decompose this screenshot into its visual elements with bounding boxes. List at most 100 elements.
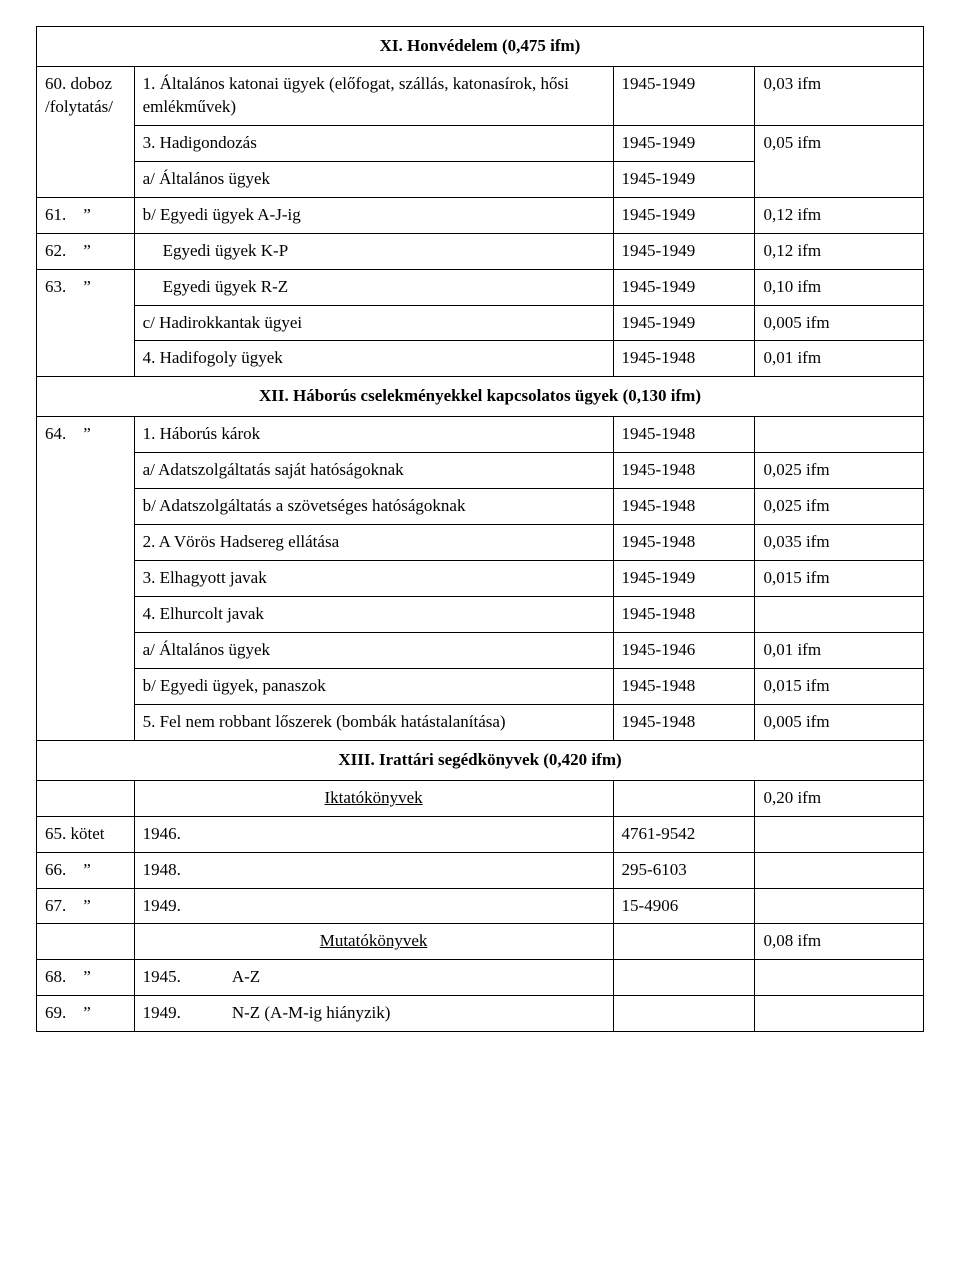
cell-desc: 1948.: [134, 852, 613, 888]
table-row: 3. Hadigondozás 1945-1949 0,05 ifm: [37, 125, 924, 161]
cell-desc: b/ Adatszolgáltatás a szövetséges hatósá…: [134, 489, 613, 525]
cell-year: 1945-1948: [613, 453, 755, 489]
table-row: b/ Adatszolgáltatás a szövetséges hatósá…: [37, 489, 924, 525]
cell-ifm: 0,025 ifm: [755, 489, 924, 525]
cell-desc: 4. Elhurcolt javak: [134, 597, 613, 633]
table-row: 5. Fel nem robbant lőszerek (bombák hatá…: [37, 704, 924, 740]
table-row: c/ Hadirokkantak ügyei 1945-1949 0,005 i…: [37, 305, 924, 341]
cell-year: [613, 780, 755, 816]
cell-year: 1945-1946: [613, 632, 755, 668]
cell-num: 64. ”: [37, 417, 135, 740]
subheading-mutato: Mutatókönyvek: [134, 924, 613, 960]
cell-year: [613, 960, 755, 996]
table-row: b/ Egyedi ügyek, panaszok 1945-1948 0,01…: [37, 668, 924, 704]
table-row: 3. Elhagyott javak 1945-1949 0,015 ifm: [37, 561, 924, 597]
cell-desc: 1945. A-Z: [134, 960, 613, 996]
table-row: a/ Általános ügyek 1945-1946 0,01 ifm: [37, 632, 924, 668]
cell-num: 63. ”: [37, 269, 135, 377]
cell-year: 1945-1949: [613, 305, 755, 341]
cell-desc: 3. Elhagyott javak: [134, 561, 613, 597]
cell-ifm: 0,12 ifm: [755, 233, 924, 269]
cell-ifm: 0,025 ifm: [755, 453, 924, 489]
cell-year: 1945-1948: [613, 704, 755, 740]
cell-ifm: 0,005 ifm: [755, 704, 924, 740]
table-row: 66. ” 1948. 295-6103: [37, 852, 924, 888]
cell-year: 1945-1948: [613, 668, 755, 704]
cell-desc: 4. Hadifogoly ügyek: [134, 341, 613, 377]
cell-ifm: 0,12 ifm: [755, 197, 924, 233]
cell-year: 1945-1948: [613, 525, 755, 561]
cell-ifm: [755, 888, 924, 924]
cell-num: [37, 780, 135, 816]
cell-year: 1945-1948: [613, 417, 755, 453]
cell-ifm: [755, 417, 924, 453]
section-xii-title: XII. Háborús cselekményekkel kapcsolatos…: [37, 377, 924, 417]
cell-num: 68. ”: [37, 960, 135, 996]
table-row: Iktatókönyvek 0,20 ifm: [37, 780, 924, 816]
cell-year: 1945-1949: [613, 125, 755, 161]
cell-year: 1945-1949: [613, 269, 755, 305]
cell-ifm: 0,10 ifm: [755, 269, 924, 305]
table-row: 60. doboz /folytatás/ 1. Általános katon…: [37, 66, 924, 125]
cell-year: 1945-1948: [613, 341, 755, 377]
cell-desc: a/ Általános ügyek: [134, 632, 613, 668]
cell-desc: b/ Egyedi ügyek, panaszok: [134, 668, 613, 704]
cell-ifm: 0,05 ifm: [755, 125, 924, 197]
cell-desc: 2. A Vörös Hadsereg ellátása: [134, 525, 613, 561]
cell-num: 67. ”: [37, 888, 135, 924]
cell-desc: a/ Adatszolgáltatás saját hatóságoknak: [134, 453, 613, 489]
cell-year: 15-4906: [613, 888, 755, 924]
cell-year: 1945-1949: [613, 66, 755, 125]
cell-desc: 1. Háborús károk: [134, 417, 613, 453]
cell-year: 4761-9542: [613, 816, 755, 852]
subheading-iktato: Iktatókönyvek: [134, 780, 613, 816]
table-row: 4. Elhurcolt javak 1945-1948: [37, 597, 924, 633]
cell-year: 1945-1948: [613, 597, 755, 633]
table-row: 63. ” Egyedi ügyek R-Z 1945-1949 0,10 if…: [37, 269, 924, 305]
section-xiii-title: XIII. Irattári segédkönyvek (0,420 ifm): [37, 740, 924, 780]
cell-ifm: [755, 816, 924, 852]
cell-ifm: [755, 996, 924, 1032]
table-row: 69. ” 1949. N-Z (A-M-ig hiányzik): [37, 996, 924, 1032]
cell-ifm: 0,20 ifm: [755, 780, 924, 816]
table-row: 64. ” 1. Háborús károk 1945-1948: [37, 417, 924, 453]
cell-year: 1945-1949: [613, 197, 755, 233]
section-xi-title: XI. Honvédelem (0,475 ifm): [37, 27, 924, 67]
cell-desc: 1. Általános katonai ügyek (előfogat, sz…: [134, 66, 613, 125]
table-row: 2. A Vörös Hadsereg ellátása 1945-1948 0…: [37, 525, 924, 561]
cell-ifm: [755, 852, 924, 888]
cell-year: [613, 924, 755, 960]
cell-ifm: 0,08 ifm: [755, 924, 924, 960]
cell-num: 65. kötet: [37, 816, 135, 852]
cell-year: [613, 996, 755, 1032]
cell-desc: b/ Egyedi ügyek A-J-ig: [134, 197, 613, 233]
cell-desc: Egyedi ügyek K-P: [134, 233, 613, 269]
cell-desc: a/ Általános ügyek: [134, 161, 613, 197]
cell-desc: 5. Fel nem robbant lőszerek (bombák hatá…: [134, 704, 613, 740]
cell-ifm: 0,005 ifm: [755, 305, 924, 341]
cell-num: 69. ”: [37, 996, 135, 1032]
table-row: 65. kötet 1946. 4761-9542: [37, 816, 924, 852]
cell-desc: 1949. N-Z (A-M-ig hiányzik): [134, 996, 613, 1032]
cell-ifm: [755, 597, 924, 633]
table-row: 68. ” 1945. A-Z: [37, 960, 924, 996]
cell-ifm: [755, 960, 924, 996]
cell-year: 1945-1948: [613, 489, 755, 525]
cell-desc: c/ Hadirokkantak ügyei: [134, 305, 613, 341]
cell-ifm: 0,015 ifm: [755, 561, 924, 597]
cell-ifm: 0,035 ifm: [755, 525, 924, 561]
cell-ifm: 0,01 ifm: [755, 341, 924, 377]
cell-desc: 3. Hadigondozás: [134, 125, 613, 161]
cell-desc: 1949.: [134, 888, 613, 924]
cell-num: [37, 924, 135, 960]
cell-num: 60. doboz /folytatás/: [37, 66, 135, 197]
cell-num: 61. ”: [37, 197, 135, 233]
table-row: Mutatókönyvek 0,08 ifm: [37, 924, 924, 960]
cell-num: 66. ”: [37, 852, 135, 888]
archive-table: XI. Honvédelem (0,475 ifm) 60. doboz /fo…: [36, 26, 924, 1032]
cell-year: 1945-1949: [613, 233, 755, 269]
table-row: 4. Hadifogoly ügyek 1945-1948 0,01 ifm: [37, 341, 924, 377]
table-row: a/ Adatszolgáltatás saját hatóságoknak 1…: [37, 453, 924, 489]
cell-year: 295-6103: [613, 852, 755, 888]
table-row: 67. ” 1949. 15-4906: [37, 888, 924, 924]
